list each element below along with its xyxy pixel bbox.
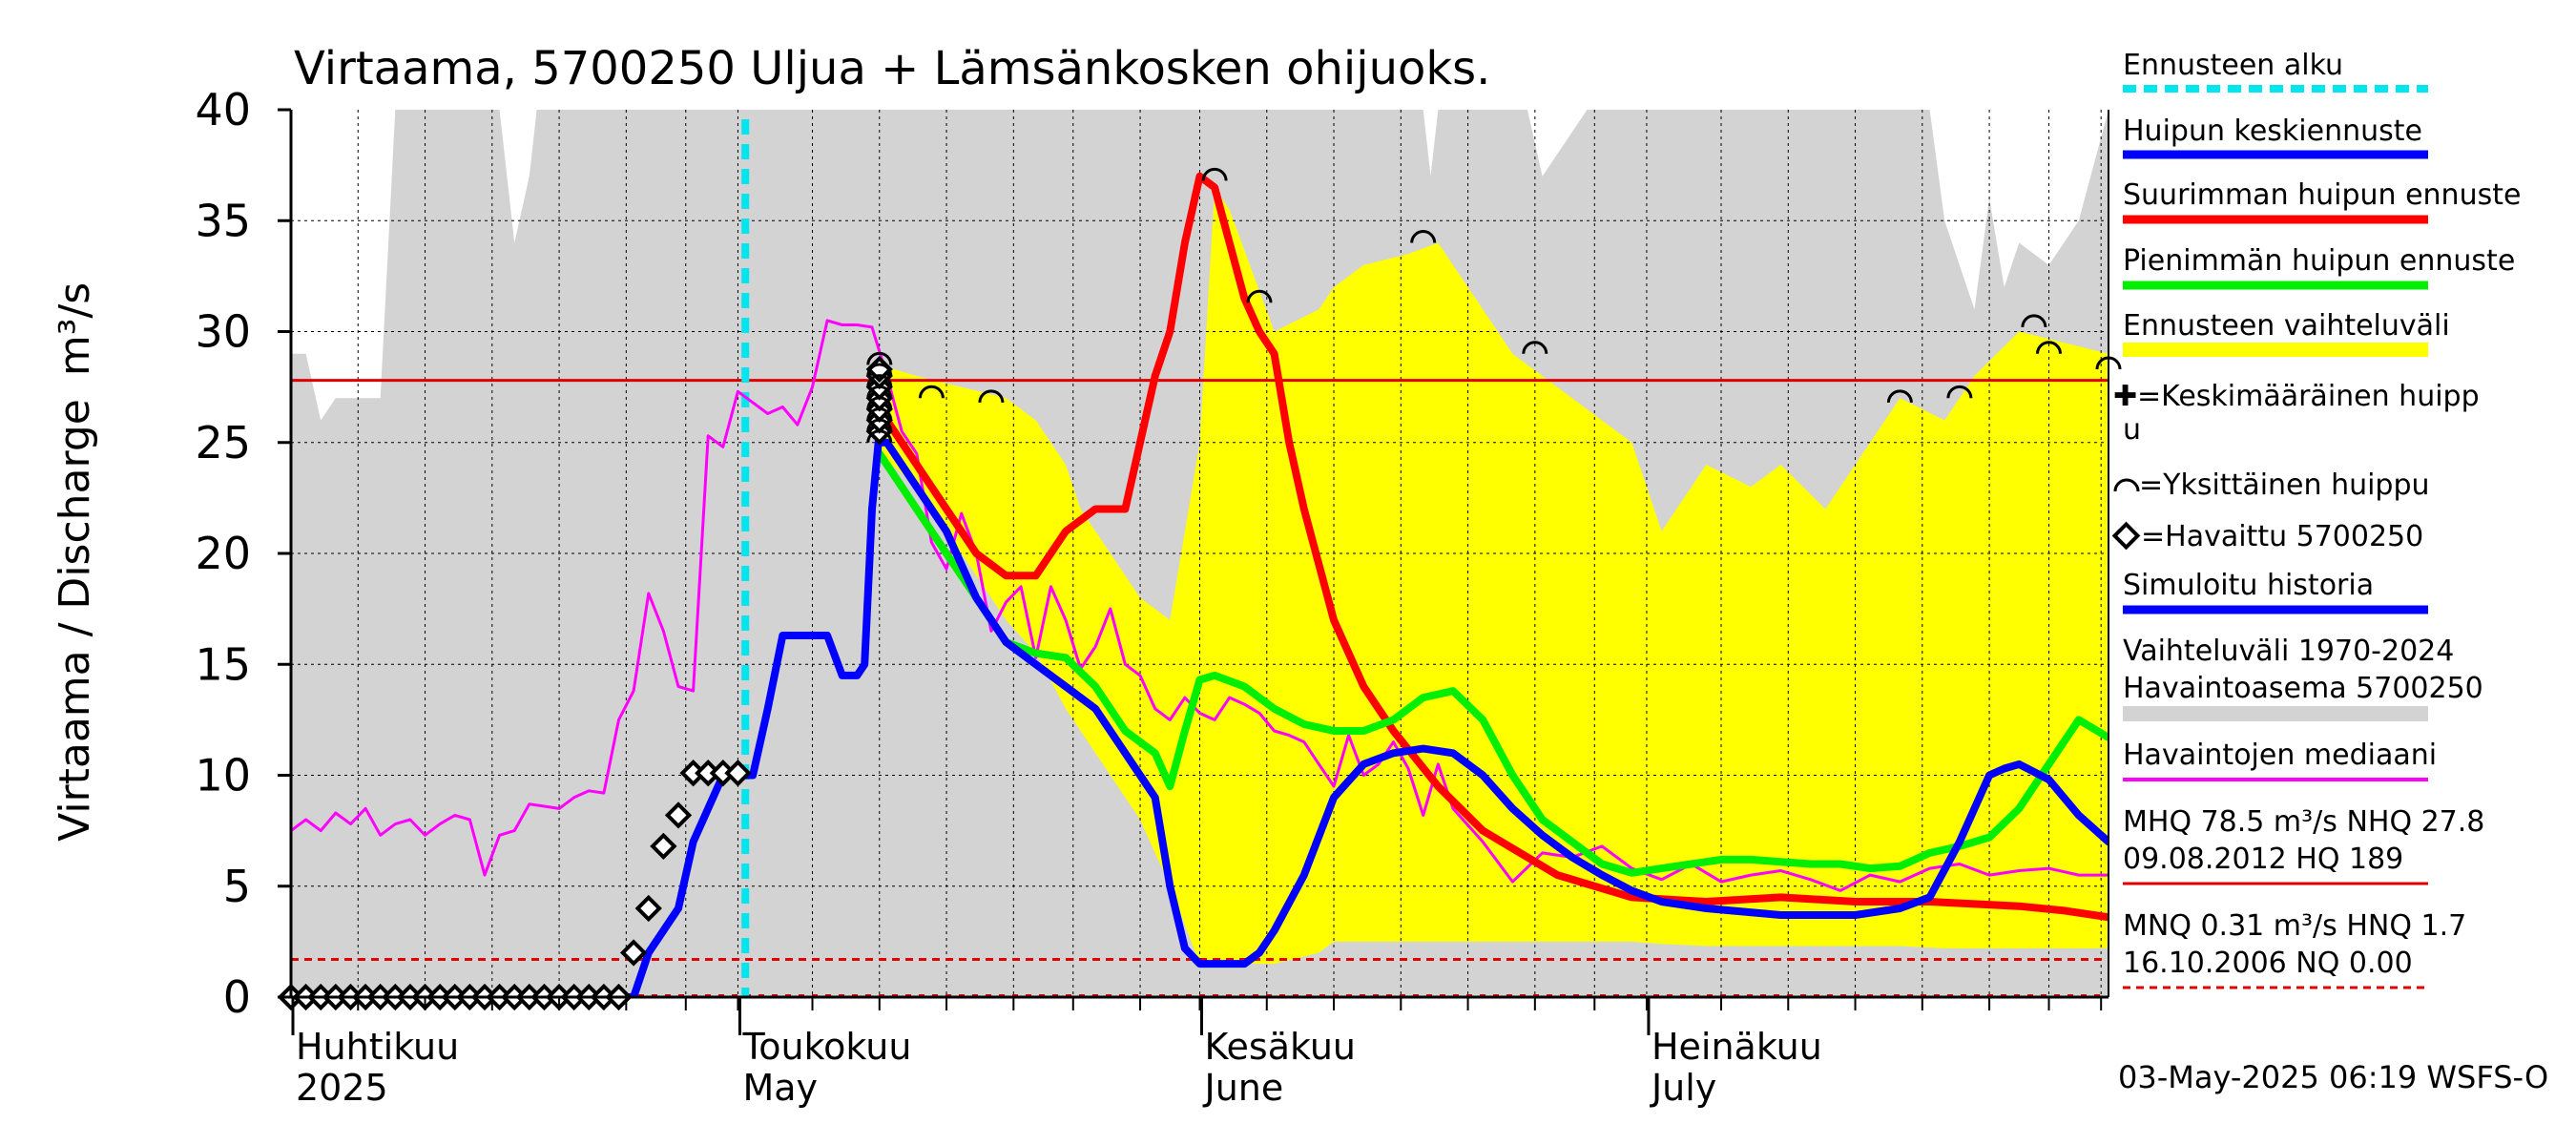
observed-point [619, 939, 648, 967]
legend-diamond-icon [2111, 521, 2141, 551]
peak-marker [1522, 341, 1548, 354]
chart-title: Virtaama, 5700250 Uljua + Lämsänkosken o… [294, 42, 1490, 95]
y-tick-label: 15 [195, 638, 251, 690]
x-month-label-en: 2025 [296, 1067, 388, 1109]
y-tick-label: 40 [195, 84, 251, 135]
legend-label-mean-peak: Huipun keskiennuste [2123, 114, 2422, 148]
legend-label-single-peak: =Yksittäinen huippu [2139, 468, 2430, 502]
legend-plus-icon: ✚ [2113, 380, 2137, 413]
y-tick-label: 35 [195, 195, 251, 246]
peak-marker [866, 429, 893, 443]
median-line [291, 319, 2109, 892]
legend-label-min-peak: Pienimmän huipun ennuste [2123, 244, 2515, 278]
legend-label-simulated: Simuloitu historia [2123, 569, 2374, 602]
y-tick-label: 5 [223, 861, 251, 912]
forecast-range-band [879, 187, 2109, 965]
peak-marker [2021, 314, 2047, 328]
max-peak-forecast-line [875, 172, 2109, 922]
legend-label-hq: 09.08.2012 HQ 189 [2123, 843, 2403, 876]
simulated-history-line [291, 427, 883, 997]
series-layer [291, 119, 2109, 997]
observed-point [724, 760, 752, 787]
legend-label-mean-peak-marker: =Keskimääräinen huipp [2137, 380, 2480, 413]
peak-marker [866, 407, 893, 421]
x-month-label-en: June [1203, 1067, 1284, 1109]
y-tick-label: 30 [195, 306, 251, 358]
y-tick-label: 0 [223, 971, 251, 1023]
peak-marker [918, 385, 945, 399]
x-month-label-fi: Kesäkuu [1205, 1026, 1357, 1068]
peak-marker [866, 351, 893, 365]
y-axis-label: Virtaama / Discharge [51, 399, 99, 842]
legend-label-forecast-start: Ennusteen alku [2123, 49, 2343, 82]
legend-label-forecast-range: Ennusteen vaihteluväli [2123, 309, 2450, 343]
peak-marker [978, 389, 1005, 404]
peak-marker [1410, 230, 1437, 243]
legend-swatch-forecast-range [2123, 343, 2428, 357]
peak-marker [1201, 167, 1228, 181]
footer-timestamp: 03-May-2025 06:19 WSFS-O [2118, 1059, 2548, 1095]
peak-marker [1946, 385, 1973, 399]
peak-marker [866, 396, 893, 410]
y-tick-label: 10 [195, 750, 251, 802]
observed-point [650, 832, 677, 861]
legend-label-max-peak: Suurimman huipun ennuste [2123, 178, 2521, 212]
observed-point [709, 760, 737, 787]
observed-point [695, 760, 722, 787]
peak-marker [1246, 289, 1273, 303]
marker-layer [277, 167, 2122, 1011]
legend-label-median: Havaintojen mediaani [2123, 739, 2437, 772]
legend-label-mnq: MNQ 0.31 m³/s HNQ 1.7 [2123, 909, 2466, 943]
legend-label-nq: 16.10.2006 NQ 0.00 [2123, 947, 2413, 980]
peak-marker [866, 385, 893, 399]
peak-marker [2036, 341, 2062, 354]
x-month-label-fi: Heinäkuu [1652, 1026, 1822, 1068]
x-month-label-en: May [742, 1067, 818, 1109]
y-axis-unit: m³/s [51, 282, 99, 376]
observed-point [679, 760, 707, 787]
legend-label-history-range: Vaihteluväli 1970-2024 [2123, 635, 2454, 668]
peak-marker [1886, 389, 1913, 404]
y-tick-label: 25 [195, 417, 251, 468]
axes: 0510152025303540Huhtikuu2025ToukokuuMayK… [195, 84, 2109, 1109]
observed-point [865, 355, 893, 384]
peak-marker [866, 374, 893, 387]
observed-point [634, 894, 662, 923]
legend-label-history-station: Havaintoasema 5700250 [2123, 672, 2483, 705]
legend-label-mhq: MHQ 78.5 m³/s NHQ 27.8 [2123, 805, 2484, 839]
legend-swatch-history-range [2123, 706, 2428, 721]
peak-marker [866, 418, 893, 432]
x-month-label-fi: Huhtikuu [296, 1026, 459, 1068]
mean-peak-forecast-line [875, 438, 2109, 968]
y-tick-label: 20 [195, 528, 251, 579]
x-month-label-fi: Toukokuu [741, 1026, 911, 1068]
peak-marker [866, 363, 893, 377]
legend: Ennusteen alku Huipun keskiennuste Suuri… [2111, 49, 2521, 989]
x-month-label-en: July [1650, 1067, 1716, 1109]
legend-label-mean-peak-marker-cont: u [2123, 413, 2141, 447]
legend-peak-arc-icon [2113, 478, 2140, 492]
observed-point [664, 802, 693, 829]
legend-label-observed: =Havaittu 5700250 [2141, 520, 2423, 553]
min-peak-forecast-line [875, 449, 2109, 877]
